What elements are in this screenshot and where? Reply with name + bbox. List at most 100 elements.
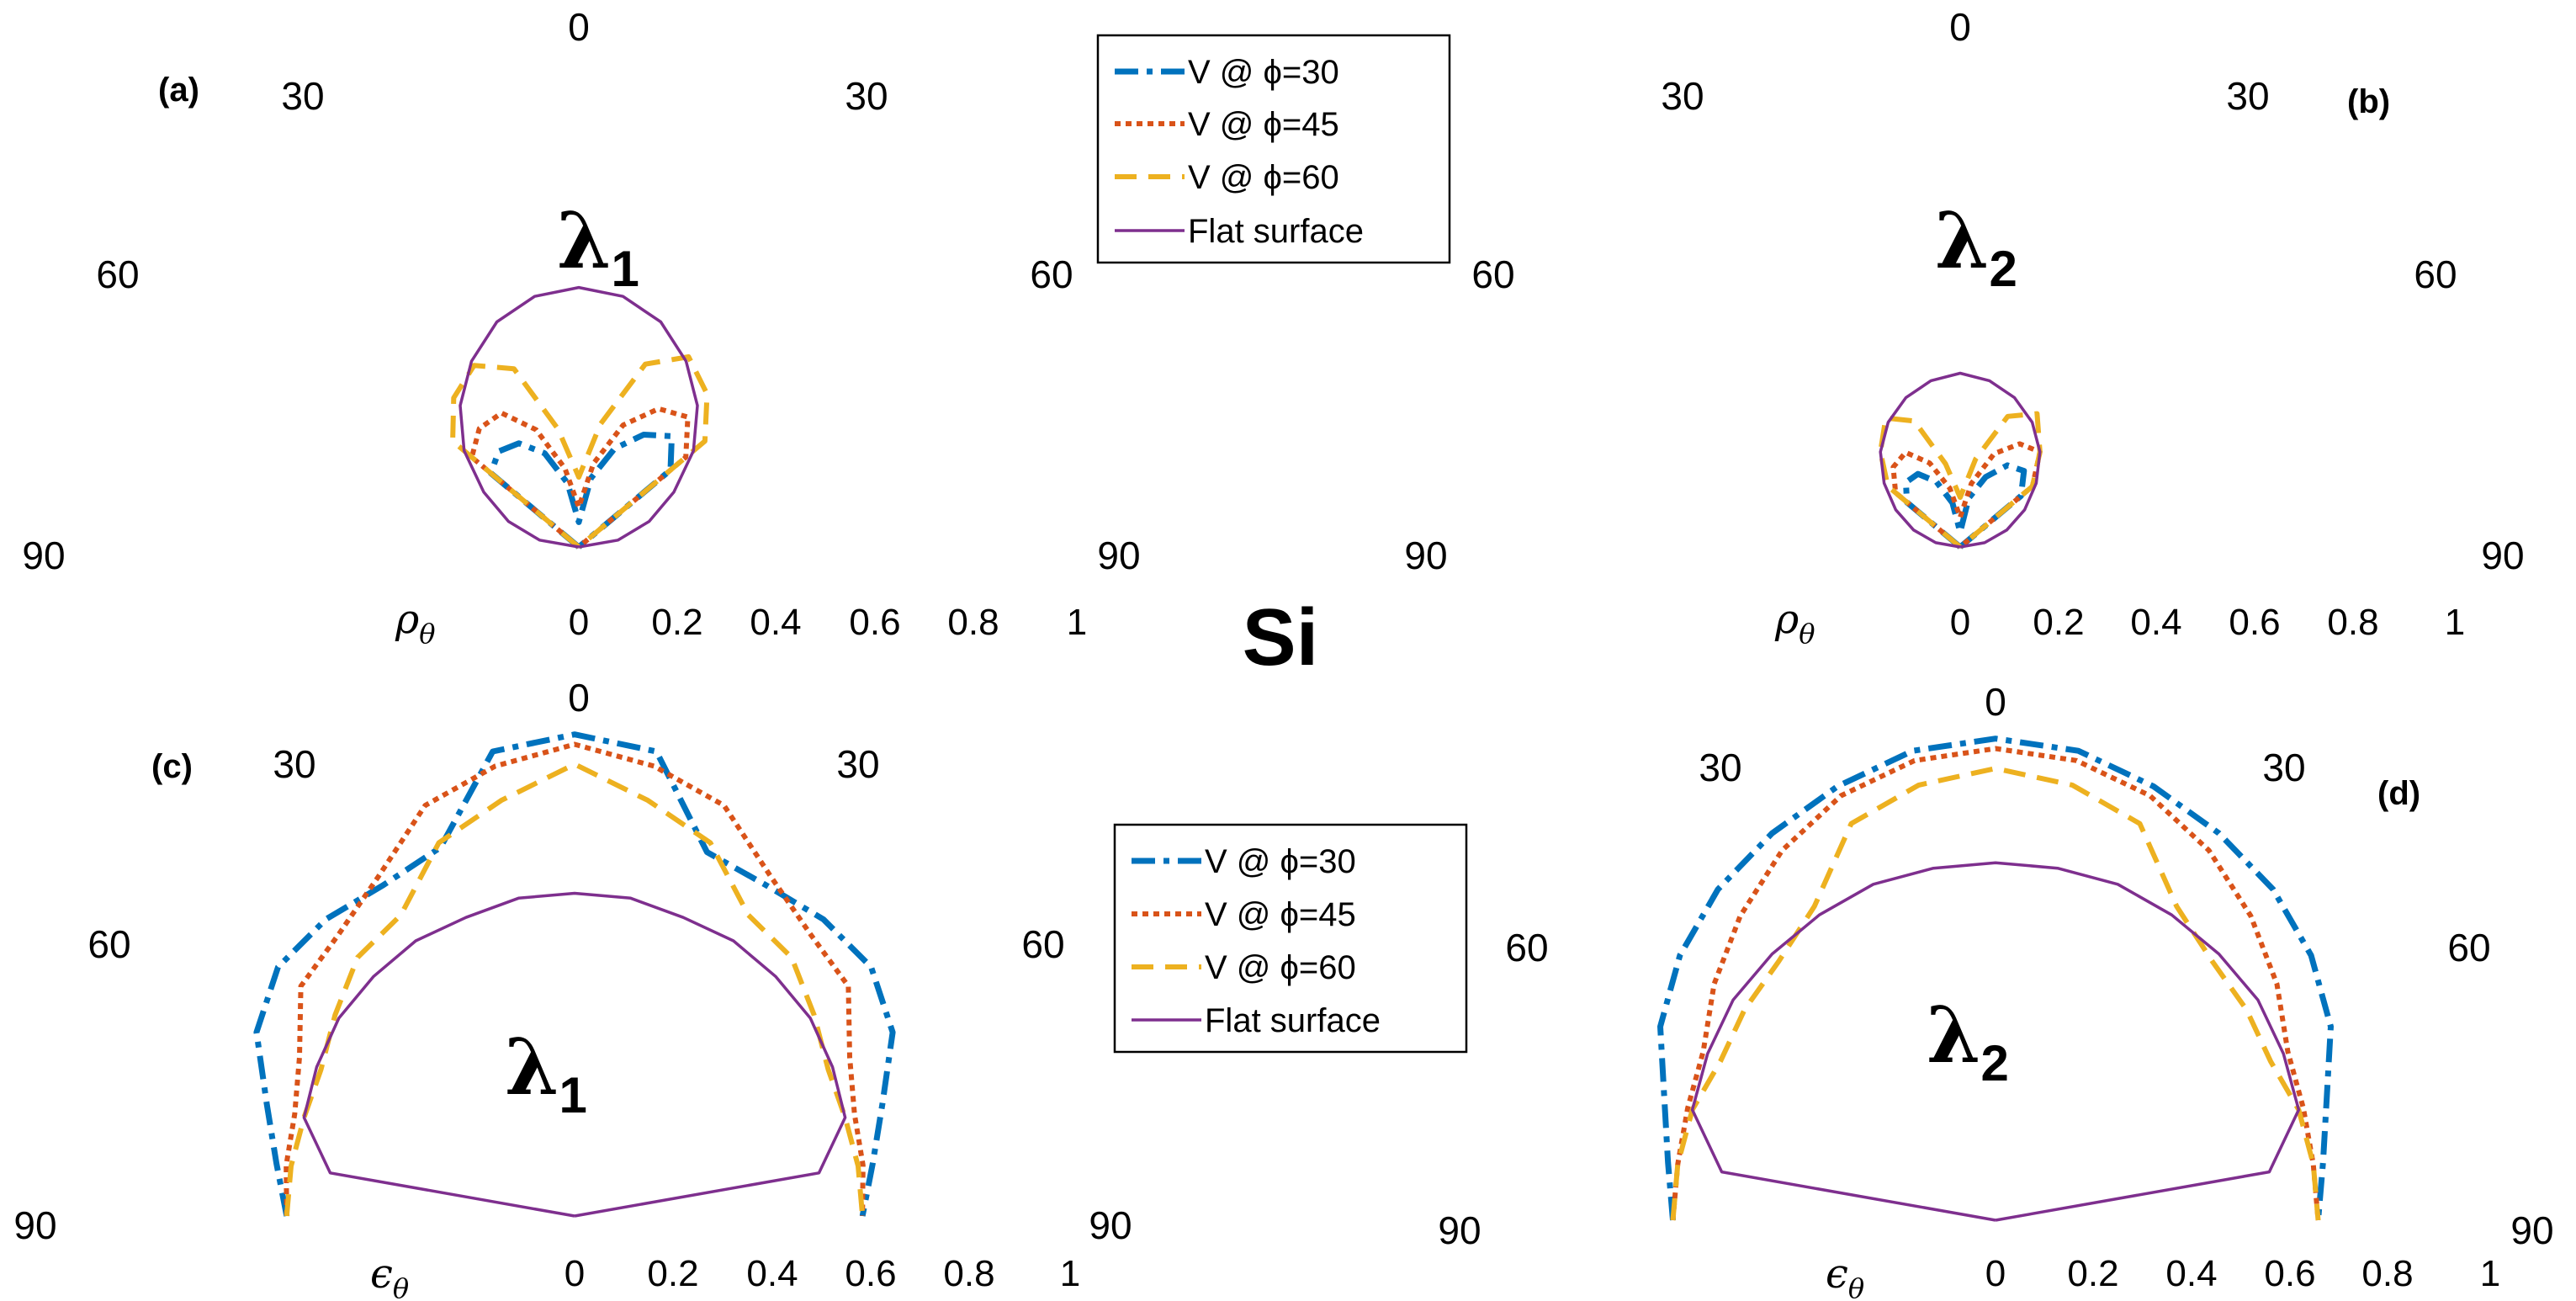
panel-d: (d) 0 30 30 60 60 90 90 λ2 ϵθ 0 0.2 0.4 … <box>1438 680 2553 1301</box>
legend-label-v30: V @ ϕ=30 <box>1188 54 1339 91</box>
wavelength-label-b: λ2 <box>1935 195 2017 297</box>
radial-tick-1: 1 <box>2480 1253 2500 1294</box>
angle-label-upper-left: 30 <box>281 74 324 118</box>
radial-axis-label-d: ϵθ <box>1826 1251 1864 1301</box>
angle-label-bottom-right: 90 <box>1097 534 1140 577</box>
legend-label-flat: Flat surface <box>1205 1002 1381 1039</box>
angle-label-bottom-right: 90 <box>2510 1208 2553 1252</box>
legend-label-v30: V @ ϕ=30 <box>1205 843 1356 880</box>
series-line-v30 <box>253 731 896 1217</box>
radial-tick-0.4: 0.4 <box>746 1253 798 1294</box>
legend-top: V @ ϕ=30 V @ ϕ=45 V @ ϕ=60 Flat surface <box>1096 34 1451 264</box>
radial-tick-0.2: 0.2 <box>647 1253 698 1294</box>
radial-axis-label-c: ϵθ <box>370 1251 409 1301</box>
plot-area-d <box>1657 735 2334 1222</box>
radial-tick-0.6: 0.6 <box>845 1253 896 1294</box>
series-line-v60 <box>1670 766 2321 1221</box>
legend-bottom: V @ ϕ=30 V @ ϕ=45 V @ ϕ=60 Flat surface <box>1113 823 1468 1054</box>
radial-tick-1: 1 <box>2445 602 2465 643</box>
legend-box <box>1113 823 1468 1054</box>
panel-c: (c) 0 30 30 60 60 90 90 λ1 ϵθ 0 0.2 0.4 … <box>13 676 1132 1301</box>
series-line-flat <box>1690 861 2301 1222</box>
legend-label-v45: V @ ϕ=45 <box>1188 106 1339 143</box>
radial-tick-0.8: 0.8 <box>943 1253 994 1294</box>
series-line-v60 <box>450 354 710 550</box>
angle-label-bottom-right: 90 <box>2481 534 2524 577</box>
angle-label-mid-left: 60 <box>1505 926 1548 969</box>
angle-label-bottom-left: 90 <box>1438 1208 1481 1252</box>
radial-tick-1: 1 <box>1060 1253 1080 1294</box>
angle-label-mid-right: 60 <box>2414 252 2457 296</box>
radial-tick-0.2: 0.2 <box>2033 602 2084 643</box>
legend-label-v45: V @ ϕ=45 <box>1205 896 1356 933</box>
angle-label-mid-right: 60 <box>1030 252 1073 296</box>
panel-label-a: (a) <box>158 72 199 109</box>
radial-tick-0.8: 0.8 <box>2327 602 2378 643</box>
radial-tick-0.6: 0.6 <box>2264 1253 2315 1294</box>
angle-label-upper-left: 30 <box>1699 746 1741 789</box>
series-line-v45 <box>1670 746 2321 1221</box>
angle-label-upper-right: 30 <box>2226 74 2269 118</box>
radial-axis-label-a: ρθ <box>395 596 435 650</box>
angle-label-bottom-left: 90 <box>1404 534 1447 577</box>
angle-label-upper-right: 30 <box>845 74 888 118</box>
series-line-v30 <box>1903 462 2027 550</box>
radial-tick-0.6: 0.6 <box>849 602 900 643</box>
angle-label-mid-left: 60 <box>96 252 139 296</box>
wavelength-label-d: λ2 <box>1927 990 2009 1091</box>
angle-label-top: 0 <box>568 5 590 49</box>
radial-tick-0.2: 0.2 <box>2067 1253 2118 1294</box>
angle-label-top: 0 <box>1949 5 1971 49</box>
angle-label-mid-right: 60 <box>1021 922 1064 966</box>
angle-label-bottom-left: 90 <box>22 534 65 577</box>
angle-label-upper-left: 30 <box>1661 74 1704 118</box>
angle-label-bottom-left: 90 <box>13 1203 56 1247</box>
material-label: Si <box>1243 592 1319 682</box>
plot-area-a <box>450 285 710 550</box>
radial-tick-0.8: 0.8 <box>947 602 999 643</box>
angle-label-mid-left: 60 <box>1471 252 1514 296</box>
series-line-v30 <box>1657 735 2334 1221</box>
radial-tick-0.8: 0.8 <box>2361 1253 2413 1294</box>
legend-label-v60: V @ ϕ=60 <box>1205 949 1356 986</box>
radial-tick-0.6: 0.6 <box>2229 602 2280 643</box>
radial-tick-0: 0 <box>569 602 589 643</box>
radial-axis-label-b: ρθ <box>1774 596 1815 650</box>
angle-label-mid-left: 60 <box>87 922 130 966</box>
legend-label-v60: V @ ϕ=60 <box>1188 159 1339 196</box>
radial-tick-0: 0 <box>564 1253 585 1294</box>
radial-tick-0: 0 <box>1985 1253 2006 1294</box>
series-line-v45 <box>469 406 691 550</box>
series-line-v45 <box>284 741 866 1217</box>
angle-label-top: 0 <box>1985 680 2006 724</box>
radial-tick-1: 1 <box>1067 602 1087 643</box>
series-line-flat <box>458 285 699 549</box>
panel-label-c: (c) <box>151 748 193 785</box>
panel-label-b: (b) <box>2347 83 2390 120</box>
angle-label-top: 0 <box>568 676 590 720</box>
angle-label-upper-right: 30 <box>2262 746 2305 789</box>
radial-tick-0.4: 0.4 <box>2165 1253 2217 1294</box>
wavelength-label-a: λ1 <box>557 195 639 297</box>
series-line-v60 <box>284 762 866 1217</box>
radial-tick-0.4: 0.4 <box>2130 602 2181 643</box>
legend-box <box>1096 34 1451 264</box>
panel-a: (a) 0 30 30 60 60 90 90 λ1 ρθ 0 0.2 0.4 … <box>22 5 1140 650</box>
panel-b: (b) 0 30 30 60 60 90 90 λ2 ρθ 0 0.2 0.4 … <box>1404 5 2524 650</box>
legend-label-flat: Flat surface <box>1188 213 1364 250</box>
angle-label-upper-left: 30 <box>273 742 315 786</box>
plot-area-c <box>253 731 896 1218</box>
angle-label-bottom-right: 90 <box>1089 1203 1132 1247</box>
angle-label-mid-right: 60 <box>2447 926 2490 969</box>
wavelength-label-c: λ1 <box>505 1022 587 1123</box>
series-line-v30 <box>488 432 675 550</box>
radial-tick-0: 0 <box>1950 602 1970 643</box>
panel-label-d: (d) <box>2377 775 2420 812</box>
radial-tick-0.4: 0.4 <box>750 602 801 643</box>
angle-label-upper-right: 30 <box>836 742 879 786</box>
radial-tick-0.2: 0.2 <box>651 602 702 643</box>
series-line-flat <box>302 891 847 1218</box>
series-line-flat <box>1879 371 2042 549</box>
plot-area-b <box>1878 371 2043 550</box>
